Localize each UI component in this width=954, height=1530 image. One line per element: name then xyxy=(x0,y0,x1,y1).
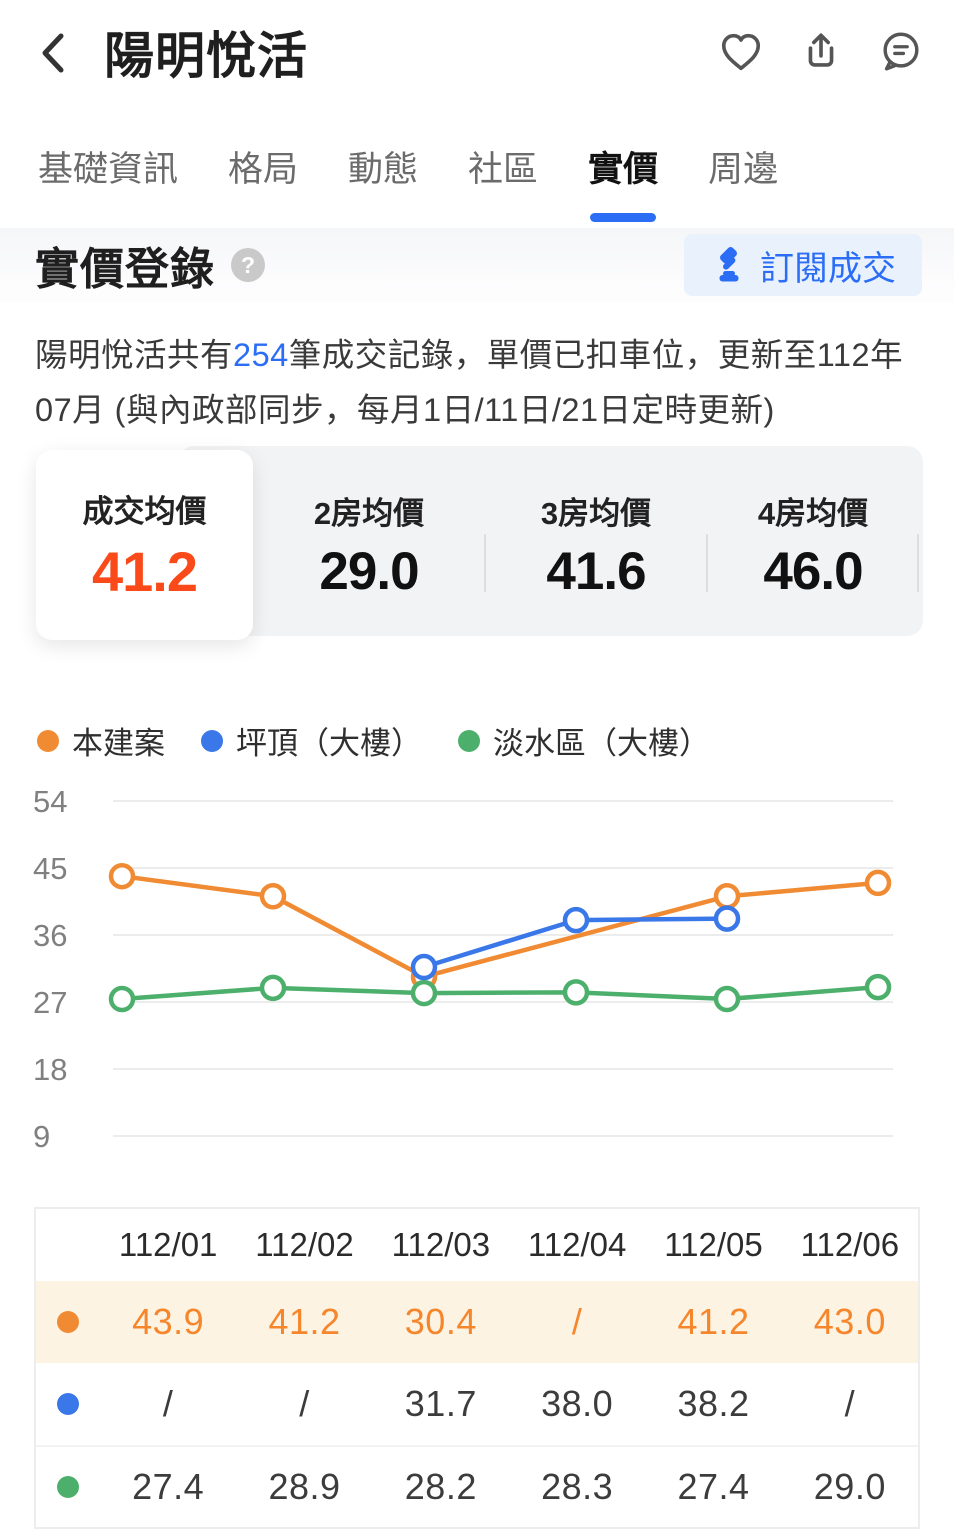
tab-actual-price[interactable]: 實價 xyxy=(588,146,658,222)
orange-dot-icon xyxy=(57,1311,79,1333)
table-column-header: 112/06 xyxy=(800,1226,900,1263)
table-column-header: 112/04 xyxy=(527,1226,627,1263)
price-cards: 成交均價 41.2 2房均價 29.0 3房均價 41.6 4房均價 46.0 xyxy=(0,446,954,646)
table-row-tamsui: 27.4 28.9 28.2 28.3 27.4 29.0 xyxy=(36,1445,918,1527)
tab-surroundings[interactable]: 周邊 xyxy=(708,150,779,189)
price-table: 112/01 112/02 112/03 112/04 112/05 112/0… xyxy=(34,1207,920,1529)
legend-item-this-project[interactable]: 本建案 xyxy=(37,718,165,763)
card-divider xyxy=(917,534,919,592)
feedback-button[interactable] xyxy=(878,29,924,75)
legend-dot-icon xyxy=(201,729,223,752)
top-bar: 陽明悅活 xyxy=(0,0,954,104)
table-cell: / xyxy=(844,1383,856,1424)
table-cell: 31.7 xyxy=(404,1383,477,1424)
table-cell: 28.9 xyxy=(268,1466,341,1507)
card-divider xyxy=(706,534,708,592)
chart-legend: 本建案 坪頂（大樓） 淡水區（大樓） xyxy=(37,718,954,763)
table-cell: 43.0 xyxy=(813,1301,886,1342)
card-divider xyxy=(484,534,486,592)
summary-text: 陽明悅活共有254筆成交記錄，單價已扣車位，更新至112年07月 (與內政部同步… xyxy=(35,328,923,438)
table-column-header: 112/05 xyxy=(664,1226,763,1263)
tab-floor-plan[interactable]: 格局 xyxy=(228,150,299,189)
subscribe-label: 訂閱成交 xyxy=(760,249,896,288)
record-count: 254 xyxy=(233,337,289,373)
series-dot-cell xyxy=(36,1476,100,1498)
table-cell: 38.0 xyxy=(541,1383,614,1424)
heart-icon xyxy=(721,33,761,71)
green-dot-icon xyxy=(57,1476,79,1498)
legend-label: 坪頂（大樓） xyxy=(236,726,422,761)
summary-post: 筆成交記錄，單價已扣車位，更新至112年07月 (與內政部同步，每月1日/11日… xyxy=(35,337,904,428)
svg-text:54: 54 xyxy=(33,784,67,819)
back-chevron-icon xyxy=(42,33,64,73)
table-column-header: 112/03 xyxy=(391,1226,491,1263)
table-cell: 27.4 xyxy=(677,1466,750,1507)
actual-price-section-header: 實價登錄 ? 訂閱成交 xyxy=(0,228,954,302)
series-dot-cell xyxy=(36,1311,100,1333)
table-column-header: 112/02 xyxy=(255,1226,354,1263)
legend-item-tamsui[interactable]: 淡水區（大樓） xyxy=(458,718,710,763)
table-row-pingding: / / 31.7 38.0 38.2 / xyxy=(36,1363,918,1445)
comment-bubble-icon xyxy=(883,32,919,71)
favorite-button[interactable] xyxy=(718,29,764,75)
card-value: 46.0 xyxy=(763,542,863,601)
share-button[interactable] xyxy=(798,29,844,75)
tab-bar: 基礎資訊 格局 動態 社區 實價 周邊 xyxy=(0,104,954,222)
card-4room-avg-price[interactable]: 4房均價 46.0 xyxy=(713,450,913,640)
table-cell: / xyxy=(571,1301,583,1342)
price-cards-strip xyxy=(178,446,923,636)
tab-updates[interactable]: 動態 xyxy=(348,150,419,189)
svg-text:36: 36 xyxy=(33,918,67,953)
svg-text:18: 18 xyxy=(33,1052,67,1087)
svg-text:9: 9 xyxy=(33,1119,50,1154)
legend-label: 淡水區（大樓） xyxy=(493,726,710,761)
legend-item-pingding[interactable]: 坪頂（大樓） xyxy=(201,718,422,763)
svg-text:27: 27 xyxy=(33,985,67,1020)
card-label: 2房均價 xyxy=(313,496,425,531)
table-cell: 38.2 xyxy=(677,1383,750,1424)
top-bar-actions xyxy=(718,29,924,75)
table-cell: / xyxy=(162,1383,174,1424)
table-cell: 28.3 xyxy=(541,1466,614,1507)
series-dot-cell xyxy=(36,1393,100,1415)
section-title: 實價登錄 xyxy=(35,245,215,294)
subscribe-deals-button[interactable]: 訂閱成交 xyxy=(684,234,922,296)
card-label: 3房均價 xyxy=(540,496,652,531)
table-cell: 41.2 xyxy=(677,1301,750,1342)
table-cell: 27.4 xyxy=(132,1466,205,1507)
legend-dot-icon xyxy=(458,729,480,752)
table-column-header: 112/01 xyxy=(118,1226,218,1263)
card-2room-avg-price[interactable]: 2房均價 29.0 xyxy=(269,450,469,640)
svg-text:45: 45 xyxy=(33,851,67,886)
card-label: 4房均價 xyxy=(757,496,869,531)
blue-dot-icon xyxy=(57,1393,79,1415)
card-label: 成交均價 xyxy=(82,494,207,529)
card-avg-deal-price[interactable]: 成交均價 41.2 xyxy=(36,450,253,640)
line-chart-canvas: 54 45 36 27 18 9 xyxy=(33,784,893,1154)
back-button[interactable] xyxy=(32,28,80,76)
page-title: 陽明悅活 xyxy=(104,28,308,84)
card-value: 29.0 xyxy=(319,542,419,601)
summary-pre: 陽明悅活共有 xyxy=(35,337,234,373)
price-trend-chart[interactable]: 54 45 36 27 18 9 xyxy=(0,773,954,1181)
card-value: 41.2 xyxy=(92,540,198,603)
table-cell: 43.9 xyxy=(132,1301,205,1342)
table-cell: 41.2 xyxy=(268,1301,341,1342)
share-icon xyxy=(808,33,834,67)
card-value: 41.6 xyxy=(546,542,646,601)
table-cell: 28.2 xyxy=(404,1466,477,1507)
tab-basic-info[interactable]: 基礎資訊 xyxy=(38,150,179,189)
table-cell: 29.0 xyxy=(813,1466,886,1507)
table-cell: 30.4 xyxy=(404,1301,477,1342)
table-header-row: 112/01 112/02 112/03 112/04 112/05 112/0… xyxy=(36,1209,918,1281)
legend-dot-icon xyxy=(37,729,59,752)
help-icon[interactable]: ? xyxy=(231,248,265,282)
gavel-icon xyxy=(719,247,739,282)
table-row-this-project: 43.9 41.2 30.4 / 41.2 43.0 xyxy=(36,1281,918,1363)
card-3room-avg-price[interactable]: 3房均價 41.6 xyxy=(496,450,696,640)
tab-community[interactable]: 社區 xyxy=(468,150,539,189)
table-cell: / xyxy=(299,1383,310,1424)
legend-label: 本建案 xyxy=(72,726,165,761)
